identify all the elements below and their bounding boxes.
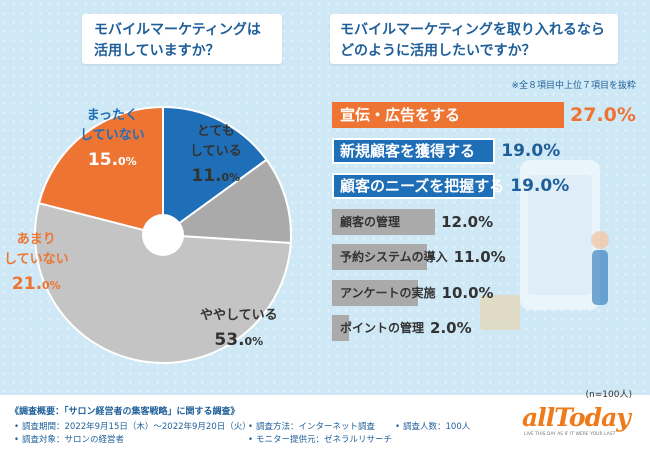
bar-fill — [332, 280, 418, 306]
bar-value-label: 2.0% — [430, 319, 472, 337]
survey-heading: 《調査概要：「サロン経営者の集客戦略」に関する調査》 — [10, 407, 240, 417]
alltoday-logo: allToday LIVE THIS DAY AS IF IT WERE YOU… — [518, 402, 638, 440]
survey-count: 調査人数：100人 — [395, 420, 470, 432]
bar-value-label: 19.0% — [510, 176, 570, 196]
bar-category-label: アンケートの実施 — [340, 286, 436, 300]
bar-row: 予約システムの導入 11.0% — [332, 244, 642, 270]
pie-chart — [34, 105, 292, 364]
bar-row: 顧客の管理 12.0% — [332, 209, 642, 235]
pie-center-hole — [142, 214, 184, 256]
pie-label-not-at-all: まったく していない 15.0% — [80, 106, 145, 172]
pie-label-somewhat: ややしている 53.0% — [200, 306, 278, 352]
survey-target: 調査対象：サロンの経営者 — [14, 433, 124, 445]
bar-row: アンケートの実施 10.0% — [332, 280, 642, 306]
bar-row: 新規顧客を獲得する 19.0% — [332, 138, 642, 164]
bar-fill — [332, 315, 350, 341]
logo-wordmark: allToday — [522, 403, 631, 432]
bar-value-label: 12.0% — [441, 213, 494, 231]
sample-size-note: (n=100人) — [585, 390, 632, 400]
bar-fill — [332, 244, 427, 270]
bar-row: ポイントの管理 2.0% — [332, 315, 642, 341]
pie-title-line2: 活用していますか？ — [94, 43, 220, 59]
bar-fill — [332, 102, 564, 128]
pie-slice-not-much — [37, 105, 164, 237]
bar-category-label: 新規顧客を獲得する — [340, 142, 476, 160]
bar-chart-title: モバイルマーケティングを取り入れるなら どのように活用したいですか？ — [330, 14, 618, 64]
logo-tagline: LIVE THIS DAY AS IF IT WERE YOUR LAST — [524, 432, 616, 437]
pie-label-value: 11.0% — [191, 166, 241, 186]
survey-footer: 《調査概要：「サロン経営者の集客戦略」に関する調査》 調査期間：2022年9月1… — [0, 398, 650, 450]
bar-category-label: 予約システムの導入 — [340, 250, 448, 264]
pie-slice-very-much — [160, 158, 292, 245]
bar-value-label: 10.0% — [441, 284, 494, 302]
bar-title-line1: モバイルマーケティングを取り入れるなら — [340, 22, 605, 38]
bar-value-label: 11.0% — [453, 248, 506, 266]
bar-title-line2: どのように活用したいですか？ — [340, 43, 536, 59]
pie-chart-title: モバイルマーケティングは 活用していますか？ — [82, 14, 282, 64]
bar-category-label: 顧客のニーズを把握する — [340, 177, 505, 195]
phone-illustration — [480, 160, 609, 330]
pie-title-line1: モバイルマーケティングは — [94, 22, 261, 38]
survey-period: 調査期間：2022年9月15日（木）〜2022年9月20日（火） — [14, 420, 251, 432]
survey-method: 調査方法：インターネット調査 — [248, 420, 375, 432]
pie-slice-not-at-all — [162, 105, 268, 237]
pie-label-name2: している — [190, 144, 242, 159]
pie-label-name2: ややしている — [200, 308, 278, 323]
bar-row: 顧客のニーズを把握する 19.0% — [332, 173, 642, 199]
pie-label-name: とても — [196, 124, 235, 139]
pie-label-very-much: とても している 11.0% — [190, 122, 242, 188]
bar-fill — [332, 138, 496, 164]
pie-label-not-much: あまり していない 21.0% — [4, 230, 69, 296]
pie-label-name2: していない — [80, 128, 145, 143]
survey-provider: モニター提供元：ゼネラルリサーチ — [248, 433, 392, 445]
bar-value-label: 19.0% — [501, 141, 561, 161]
pie-label-name: まったく — [86, 108, 139, 123]
pie-label-value: 21.0% — [11, 274, 61, 294]
pie-label-name: あまり — [16, 232, 56, 247]
bar-category-label: 宣伝・広告をする — [340, 106, 461, 124]
pie-label-name2: していない — [4, 252, 69, 267]
selection-note: ※全８項目中上位７項目を抜粋 — [511, 81, 636, 91]
bar-category-label: ポイントの管理 — [340, 321, 425, 335]
pie-label-value: 15.0% — [87, 150, 137, 170]
bar-fill — [332, 173, 496, 199]
pie-label-value: 53.0% — [214, 330, 264, 350]
bar-category-label: 顧客の管理 — [340, 215, 401, 229]
bar-value-label: 27.0% — [570, 104, 636, 126]
pie-slice-somewhat — [34, 201, 292, 364]
bar-row: 宣伝・広告をする 27.0% — [332, 102, 642, 128]
bar-fill — [332, 209, 436, 235]
